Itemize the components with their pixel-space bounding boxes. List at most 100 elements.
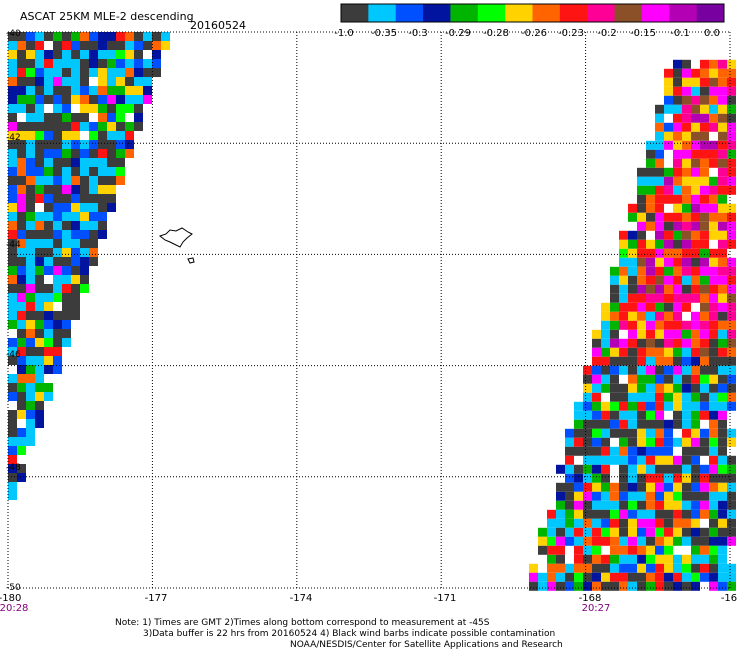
swath-cell — [592, 401, 601, 411]
swath-cell — [727, 167, 736, 177]
swath-cell — [691, 563, 700, 573]
swath-cell — [152, 50, 161, 59]
swath-cell — [682, 257, 691, 267]
swath-cell — [610, 410, 619, 420]
swath-cell — [655, 509, 664, 519]
swath-cell — [700, 302, 709, 312]
swath-cell — [637, 266, 646, 276]
swath-cell — [44, 293, 53, 302]
swath-cell — [610, 356, 619, 366]
swath-cell — [655, 329, 664, 339]
swath-cell — [610, 293, 619, 303]
swath-cell — [556, 500, 565, 510]
swath-cell — [107, 185, 116, 194]
swath-cell — [682, 509, 691, 519]
swath-cell — [682, 158, 691, 168]
swath-cell — [673, 410, 682, 420]
swath-cell — [673, 500, 682, 510]
x-tick-label: -171 — [434, 593, 457, 604]
swath-cell — [718, 365, 727, 375]
swath-cell — [547, 527, 556, 537]
swath-cell — [601, 446, 610, 456]
swath-cell — [673, 221, 682, 231]
swath-cell — [727, 455, 736, 465]
swath-cell — [700, 545, 709, 555]
swath-cell — [664, 230, 673, 240]
swath-cell — [664, 500, 673, 510]
swath-cell — [8, 338, 17, 347]
swath-cell — [53, 158, 62, 167]
swath-cell — [673, 401, 682, 411]
swath-cell — [8, 212, 17, 221]
swath-cell — [26, 212, 35, 221]
swath-cell — [35, 338, 44, 347]
colorbar-label: -0.2 — [597, 28, 617, 39]
swath-cell — [655, 248, 664, 258]
swath-cell — [62, 122, 71, 131]
swath-cell — [134, 32, 143, 41]
swath-cell — [583, 509, 592, 519]
swath-cell — [601, 437, 610, 447]
swath-cell — [727, 563, 736, 573]
swath-cell — [53, 338, 62, 347]
swath-cell — [547, 509, 556, 519]
swath-cell — [601, 482, 610, 492]
swath-cell — [592, 446, 601, 456]
swath-cell — [610, 302, 619, 312]
swath-cell — [709, 473, 718, 483]
footer-notes: Note: 1) Times are GMT 2)Times along bot… — [115, 618, 563, 650]
swath-cell — [574, 401, 583, 411]
swath-cell — [628, 239, 637, 249]
swath-cell — [565, 446, 574, 456]
swath-cell — [107, 140, 116, 149]
swath-cell — [62, 212, 71, 221]
swath-cell — [691, 203, 700, 213]
swath-cell — [655, 410, 664, 420]
swath-cell — [8, 455, 17, 464]
swath-cell — [655, 293, 664, 303]
swath-cell — [646, 203, 655, 213]
swath-cell — [601, 500, 610, 510]
swath-cell — [673, 383, 682, 393]
swath-cell — [682, 176, 691, 186]
swath-cell — [700, 221, 709, 231]
swath-cell — [71, 86, 80, 95]
swath-cell — [610, 284, 619, 294]
swath-cell — [646, 464, 655, 474]
swath-cell — [592, 383, 601, 393]
swath-cell — [26, 203, 35, 212]
swath-cell — [655, 140, 664, 150]
swath-cell — [673, 149, 682, 159]
swath-cell — [646, 500, 655, 510]
swath-cell — [116, 86, 125, 95]
swath-cell — [655, 194, 664, 204]
swath-cell — [116, 158, 125, 167]
swath-cell — [98, 32, 107, 41]
swath-cell — [107, 122, 116, 131]
swath-cell — [655, 113, 664, 123]
swath-cell — [35, 365, 44, 374]
swath-cell — [619, 464, 628, 474]
swath-cell — [619, 266, 628, 276]
swath-cell — [8, 392, 17, 401]
swath-cell — [628, 572, 637, 582]
swath-cell — [17, 221, 26, 230]
swath-cell — [718, 509, 727, 519]
swath-cell — [565, 500, 574, 510]
swath-cell — [62, 50, 71, 59]
swath-cell — [691, 239, 700, 249]
swath-cell — [673, 140, 682, 150]
swath-cell — [691, 338, 700, 348]
swath-cell — [637, 257, 646, 267]
swath-cell — [610, 500, 619, 510]
colorbar-label: -1.0 — [334, 28, 354, 39]
swath-cell — [35, 284, 44, 293]
swath-cell — [700, 554, 709, 564]
swath-cell — [583, 563, 592, 573]
swath-cell — [619, 491, 628, 501]
swath-cell — [116, 59, 125, 68]
swath-cell — [673, 77, 682, 87]
swath-cell — [709, 419, 718, 429]
swath-cell — [610, 401, 619, 411]
swath-cell — [655, 266, 664, 276]
